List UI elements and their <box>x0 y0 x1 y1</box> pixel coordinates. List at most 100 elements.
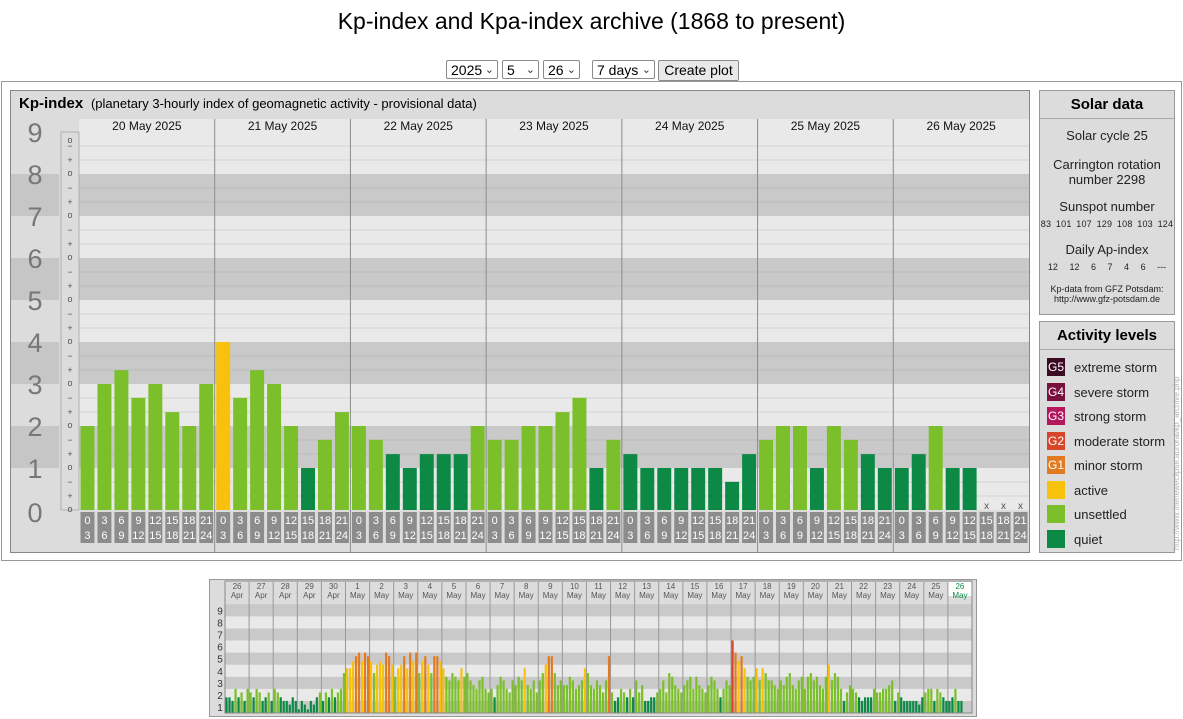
day-header-bar <box>79 119 1029 132</box>
monthly-kp-bar <box>656 692 659 713</box>
kp-bar <box>776 426 790 510</box>
monthly-day-number: 17 <box>739 582 748 591</box>
hour-cell <box>453 512 468 543</box>
monthly-kp-bar <box>294 700 297 713</box>
day-select[interactable]: 26 ⌄ <box>543 60 580 79</box>
hour-start-label: 12 <box>692 515 704 527</box>
hour-end-label: 15 <box>828 530 840 542</box>
sub-tick-mark: − <box>67 267 72 277</box>
monthly-kp-bar <box>541 673 544 713</box>
hour-start-label: 9 <box>135 515 141 527</box>
monthly-day-number: 20 <box>811 582 820 591</box>
kp-bar <box>114 370 129 510</box>
monthly-kp-bar <box>342 673 346 713</box>
monthly-day-number: 28 <box>281 582 290 591</box>
monthly-kp-bar <box>264 697 267 713</box>
hour-start-label: 6 <box>118 515 124 527</box>
hour-end-label: 21 <box>319 530 331 542</box>
hour-start-label: 18 <box>862 515 874 527</box>
kp-bar <box>334 412 349 510</box>
kp-bar <box>284 426 299 510</box>
monthly-kp-bar <box>397 668 400 713</box>
legend-label: minor storm <box>1074 458 1143 473</box>
monthly-kp-bar <box>942 697 945 713</box>
monthly-kp-bar <box>445 676 448 713</box>
monthly-kp-bar <box>291 697 294 713</box>
kp-bar <box>759 439 774 510</box>
sub-tick-mark: o <box>67 252 72 262</box>
monthly-kp-bar <box>243 700 246 713</box>
monthly-kp-bar <box>418 673 421 713</box>
monthly-kp-bar <box>270 700 273 713</box>
monthly-kp-bar <box>689 676 692 713</box>
sub-tick-mark: − <box>67 309 72 319</box>
sub-tick-mark: + <box>67 491 72 501</box>
hour-cell <box>555 512 570 543</box>
hour-end-label: 18 <box>709 530 721 542</box>
monthly-day-number: 4 <box>428 582 433 591</box>
monthly-kp-bar <box>701 688 704 713</box>
year-select[interactable]: 2025 ⌄ <box>446 60 498 79</box>
legend-label: severe storm <box>1074 384 1150 400</box>
kp-bar <box>436 454 451 510</box>
month-select[interactable]: 5 ⌄ <box>502 60 539 79</box>
monthly-kp-bar <box>869 697 873 713</box>
monthly-day-number: 18 <box>763 582 772 591</box>
monthly-kp-bar <box>900 697 903 713</box>
monthly-kp-bar <box>833 673 837 713</box>
monthly-kp-bar <box>448 680 451 713</box>
monthly-kp-bar <box>773 685 776 713</box>
sub-tick-mark: + <box>67 281 72 291</box>
kp-bar <box>826 426 841 510</box>
monthly-kp-bar <box>613 700 617 713</box>
hour-cell <box>165 512 180 543</box>
monthly-kp-bar <box>258 692 261 713</box>
kp-bar <box>809 468 824 510</box>
hour-cell <box>199 512 214 543</box>
monthly-kp-bar <box>300 700 303 713</box>
monthly-kp-bar <box>577 685 581 713</box>
hour-start-label: 21 <box>472 515 484 527</box>
hour-cell <box>809 512 824 543</box>
hour-end-label: 18 <box>845 530 857 542</box>
sub-tick-mark: − <box>67 435 72 445</box>
monthly-month-label: May <box>639 591 654 600</box>
monthly-day-number: 3 <box>403 582 408 591</box>
monthly-month-label: May <box>446 591 461 600</box>
hour-end-label: 24 <box>607 530 619 542</box>
monthly-kp-bar <box>571 680 575 713</box>
kp-bar <box>402 468 417 510</box>
hour-start-label: 12 <box>421 515 433 527</box>
monthly-kp-bar <box>860 700 864 713</box>
monthly-kp-bar <box>713 680 716 713</box>
create-plot-button[interactable]: Create plot <box>658 60 739 81</box>
day-label: 22 May 2025 <box>384 119 454 133</box>
monthly-kp-bar <box>568 676 571 713</box>
monthly-kp-bar <box>520 680 523 713</box>
monthly-kp-bar <box>457 680 460 713</box>
hour-cell <box>233 512 248 543</box>
monthly-kp-bar <box>845 692 849 713</box>
monthly-kp-bar <box>255 688 258 713</box>
kp-bar <box>165 412 180 510</box>
hour-end-label: 6 <box>780 530 786 542</box>
legend-label: extreme storm <box>1074 360 1158 375</box>
ap-index-values: 12 12 6 7 4 6 --- <box>1047 262 1167 272</box>
monthly-kp-bar <box>538 680 541 713</box>
period-select[interactable]: 7 days ⌄ <box>592 60 655 79</box>
hour-end-label: 15 <box>556 530 568 542</box>
monthly-month-label: May <box>952 591 967 600</box>
monthly-kp-bar <box>379 661 382 713</box>
sub-tick-mark: − <box>67 393 72 403</box>
monthly-day-number: 5 <box>452 582 457 591</box>
monthly-day-number: 2 <box>379 582 384 591</box>
monthly-level-band <box>225 640 972 653</box>
kp-bar <box>691 468 706 510</box>
monthly-kp-bar <box>261 700 264 713</box>
ap-index-title: Daily Ap-index <box>1065 242 1149 257</box>
monthly-plot-border <box>224 580 973 714</box>
monthly-day-number: 26 <box>233 582 242 591</box>
monthly-kp-bar <box>854 692 858 713</box>
hour-end-label: 12 <box>404 530 416 542</box>
missing-value-mark: x <box>1001 501 1006 512</box>
